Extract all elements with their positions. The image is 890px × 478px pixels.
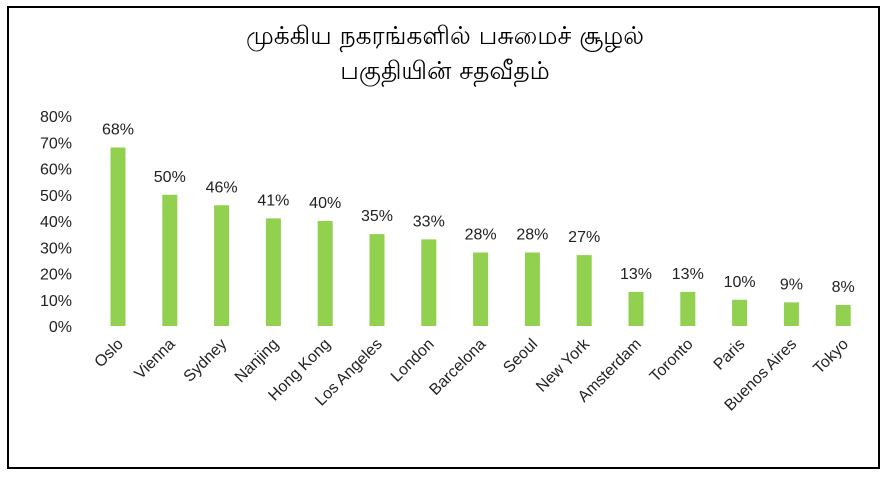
bars [110, 147, 851, 326]
bar [835, 305, 851, 326]
y-tick-label: 20% [40, 267, 72, 284]
y-tick-label: 40% [40, 214, 72, 231]
chart-title-line-1: முக்கிய நகரங்களில் பசுமைச் சூழல் [245, 21, 645, 50]
data-label: 40% [309, 195, 341, 212]
x-tick-label: Barcelona [426, 336, 489, 399]
data-label: 35% [361, 208, 393, 225]
bar [110, 147, 126, 326]
bar [369, 234, 385, 326]
bar [783, 302, 799, 326]
bar [317, 221, 333, 326]
data-label: 50% [154, 169, 186, 186]
chart-title-line-2: பகுதியின் சதவீதம் [340, 56, 550, 85]
bar [628, 291, 644, 326]
y-tick-label: 50% [40, 188, 72, 205]
data-label: 41% [257, 192, 289, 209]
bar [421, 239, 437, 326]
y-tick-label: 80% [40, 109, 72, 126]
x-tick-label: Vienna [132, 336, 179, 383]
chart-frame [7, 6, 880, 469]
y-tick-label: 70% [40, 135, 72, 152]
bar [162, 194, 178, 326]
bar [265, 218, 281, 326]
bar [732, 299, 748, 326]
y-tick-label: 10% [40, 293, 72, 310]
bar [680, 291, 696, 326]
chart-title: முக்கிய நகரங்களில் பசுமைச் சூழல் பகுதியி… [0, 18, 890, 88]
x-tick-label: Seoul [500, 336, 541, 377]
y-axis-ticks: 0% 10% 20% 30% 40% 50% 60% 70% 80% [40, 109, 72, 336]
x-tick-label: Nanjing [232, 336, 282, 386]
y-tick-label: 60% [40, 162, 72, 179]
x-tick-label: Oslo [92, 336, 127, 371]
y-tick-label: 30% [40, 240, 72, 257]
data-label: 27% [568, 229, 600, 246]
bar [576, 255, 592, 326]
data-labels: 68% 50% 46% 41% 40% 35% 33% 28% 28% 27% 13% 13% 10% 9… [102, 122, 855, 297]
data-label: 28% [465, 227, 497, 244]
x-tick-label: Tokyo [810, 336, 852, 378]
x-tick-label: Sydney [181, 336, 231, 386]
bar [473, 252, 489, 326]
data-label: 33% [413, 213, 445, 230]
data-label: 13% [620, 266, 652, 283]
bar [214, 205, 230, 326]
data-label: 9% [780, 276, 803, 293]
x-tick-label: Paris [711, 336, 749, 374]
data-label: 28% [516, 227, 548, 244]
data-label: 13% [672, 266, 704, 283]
x-tick-label: London [388, 336, 438, 386]
data-label: 46% [206, 179, 238, 196]
y-tick-label: 0% [49, 319, 72, 336]
data-label: 68% [102, 122, 134, 139]
data-label: 8% [832, 279, 855, 296]
x-tick-label: Toronto [647, 336, 697, 386]
data-label: 10% [724, 274, 756, 291]
bar [524, 252, 540, 326]
